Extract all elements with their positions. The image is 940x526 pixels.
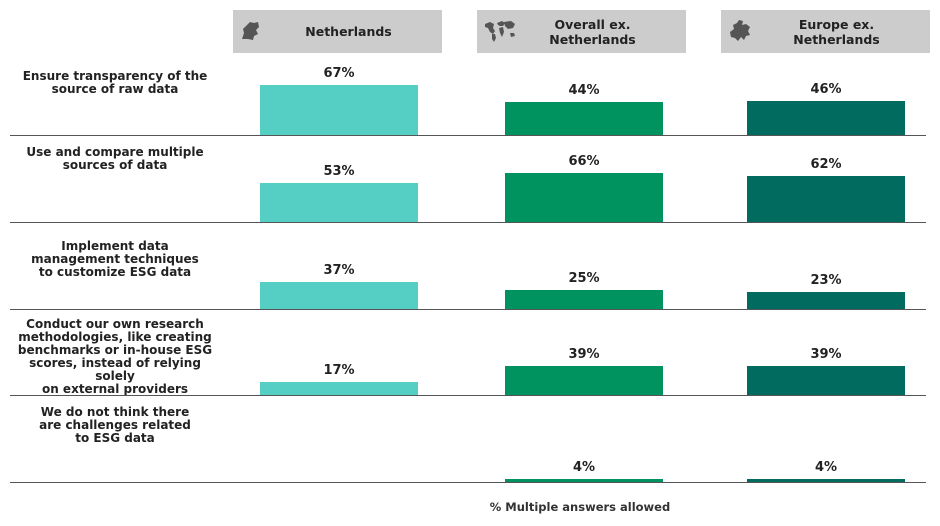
data-label: 66% bbox=[568, 154, 600, 169]
row-divider bbox=[10, 222, 926, 223]
category-label: We do not think there are challenges rel… bbox=[39, 405, 191, 445]
data-label: 4% bbox=[814, 460, 838, 475]
bar-overall-ex-netherlands bbox=[505, 173, 663, 222]
data-label: 25% bbox=[568, 271, 600, 286]
bar-europe-ex-netherlands bbox=[747, 101, 905, 135]
data-label: 67% bbox=[323, 66, 355, 81]
legend-label-overall-ex-netherlands: Overall ex. Netherlands bbox=[549, 16, 636, 47]
europe-map-icon bbox=[727, 19, 753, 46]
netherlands-map-icon bbox=[239, 19, 263, 46]
data-label: 53% bbox=[323, 164, 355, 179]
data-label: 37% bbox=[323, 263, 355, 278]
header-netherlands: Netherlands bbox=[233, 10, 442, 53]
data-label: 17% bbox=[323, 363, 355, 378]
header-europe-ex-netherlands: Europe ex. Netherlands bbox=[721, 10, 930, 53]
category-label: Ensure transparency of the source of raw… bbox=[22, 69, 208, 96]
category-label: Implement data management techniques to … bbox=[31, 239, 199, 279]
bar-overall-ex-netherlands bbox=[505, 366, 663, 395]
world-map-icon bbox=[483, 19, 517, 46]
legend-label-netherlands: Netherlands bbox=[305, 24, 392, 39]
row-divider bbox=[10, 309, 926, 310]
bar-netherlands bbox=[260, 183, 418, 222]
data-label: 62% bbox=[810, 157, 842, 172]
bar-europe-ex-netherlands bbox=[747, 479, 905, 482]
data-label: 46% bbox=[810, 82, 842, 97]
bar-overall-ex-netherlands bbox=[505, 479, 663, 482]
data-label: 44% bbox=[568, 83, 600, 98]
bar-netherlands bbox=[260, 85, 418, 135]
header-overall-ex-netherlands: Overall ex. Netherlands bbox=[477, 10, 686, 53]
bar-europe-ex-netherlands bbox=[747, 176, 905, 222]
row-divider bbox=[10, 135, 926, 136]
data-label: 4% bbox=[572, 460, 596, 475]
footnote: % Multiple answers allowed bbox=[489, 500, 671, 514]
data-label: 39% bbox=[810, 347, 842, 362]
bar-europe-ex-netherlands bbox=[747, 292, 905, 309]
row-divider bbox=[10, 482, 926, 483]
bar-netherlands bbox=[260, 382, 418, 395]
bar-netherlands bbox=[260, 282, 418, 309]
row-divider bbox=[10, 395, 926, 396]
legend-label-europe-ex-netherlands: Europe ex. Netherlands bbox=[793, 16, 880, 47]
category-label: Conduct our own research methodologies, … bbox=[17, 317, 213, 396]
bar-overall-ex-netherlands bbox=[505, 102, 663, 135]
category-label: Use and compare multiple sources of data bbox=[26, 145, 204, 172]
data-label: 23% bbox=[810, 273, 842, 288]
data-label: 39% bbox=[568, 347, 600, 362]
bar-overall-ex-netherlands bbox=[505, 290, 663, 309]
bar-europe-ex-netherlands bbox=[747, 366, 905, 395]
